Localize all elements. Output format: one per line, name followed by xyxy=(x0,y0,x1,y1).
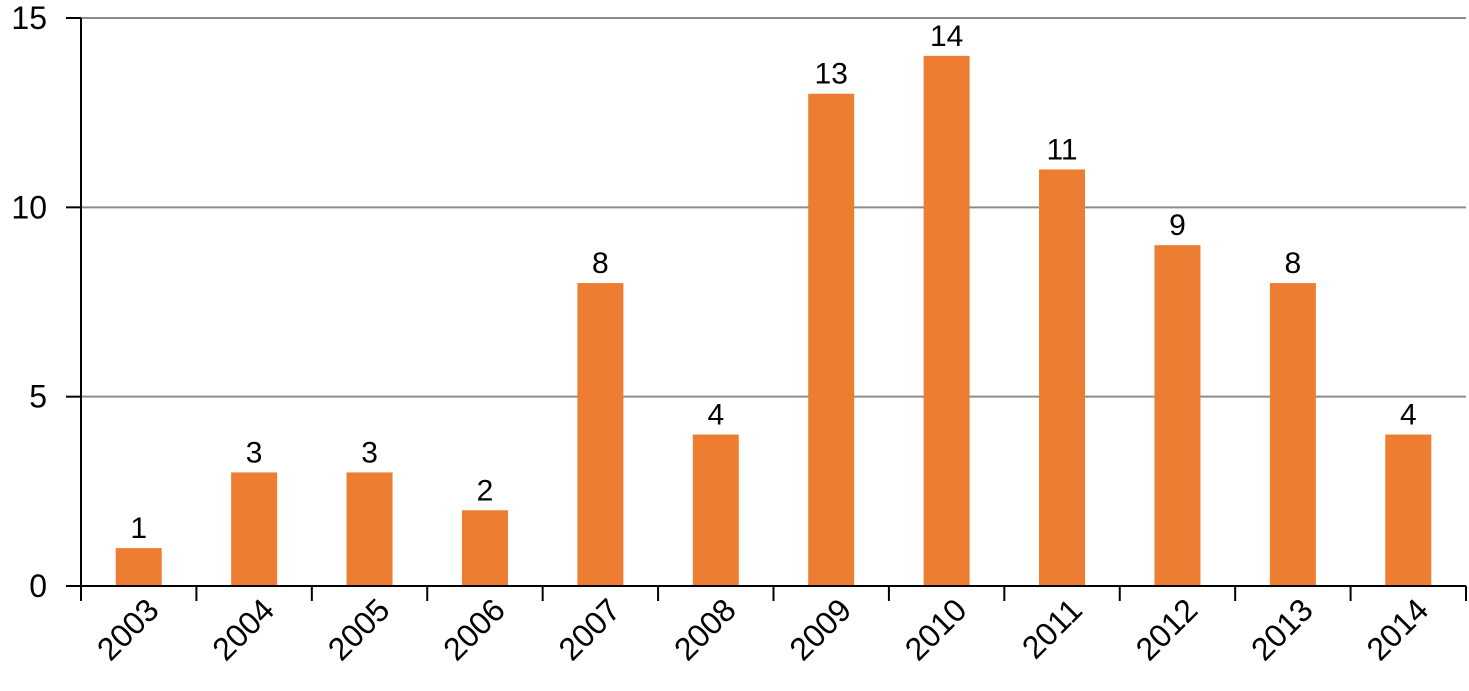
x-tick-label: 2009 xyxy=(782,591,858,667)
bar-2013 xyxy=(1269,283,1316,586)
data-label: 8 xyxy=(592,247,609,280)
x-tick-label: 2007 xyxy=(552,591,628,667)
bar-2008 xyxy=(692,434,739,586)
data-label: 8 xyxy=(1285,247,1302,280)
bar-2012 xyxy=(1154,245,1201,586)
data-label: 11 xyxy=(1046,133,1077,166)
data-label: 14 xyxy=(930,20,963,53)
bar-2011 xyxy=(1039,169,1086,586)
gridlines xyxy=(81,17,1466,398)
axes xyxy=(66,17,1467,601)
data-label: 4 xyxy=(1400,399,1417,432)
bar-2004 xyxy=(231,472,278,586)
data-label: 4 xyxy=(707,399,724,432)
bar-2005 xyxy=(346,472,393,586)
bar-2007 xyxy=(577,283,624,586)
bar-2009 xyxy=(808,93,855,586)
x-tick-label: 2012 xyxy=(1129,591,1205,667)
x-tick-label: 2008 xyxy=(667,591,743,667)
data-label: 3 xyxy=(361,436,378,469)
x-tick-label: 2010 xyxy=(898,591,974,667)
bar-2006 xyxy=(461,510,508,586)
data-label: 9 xyxy=(1169,209,1186,242)
x-tick-label: 2011 xyxy=(1015,591,1089,665)
y-tick-label: 15 xyxy=(11,0,47,36)
y-tick-label: 5 xyxy=(29,379,47,415)
x-tick-label: 2006 xyxy=(436,591,512,667)
data-label: 1 xyxy=(130,512,147,545)
bar-2003 xyxy=(115,548,162,586)
bar-2010 xyxy=(923,55,970,587)
y-tick-label: 10 xyxy=(11,189,47,225)
bars xyxy=(115,55,1432,587)
y-tick-label: 0 xyxy=(29,568,47,604)
bar-2014 xyxy=(1385,434,1432,586)
x-tick-label: 2013 xyxy=(1244,591,1320,667)
x-tick-label: 2004 xyxy=(205,591,281,667)
data-label: 2 xyxy=(477,474,494,507)
x-tick-label: 2005 xyxy=(321,591,397,667)
x-tick-label: 2003 xyxy=(90,591,166,667)
x-tick-label: 2014 xyxy=(1359,591,1435,667)
data-label: 3 xyxy=(246,436,263,469)
data-label: 13 xyxy=(815,58,848,91)
